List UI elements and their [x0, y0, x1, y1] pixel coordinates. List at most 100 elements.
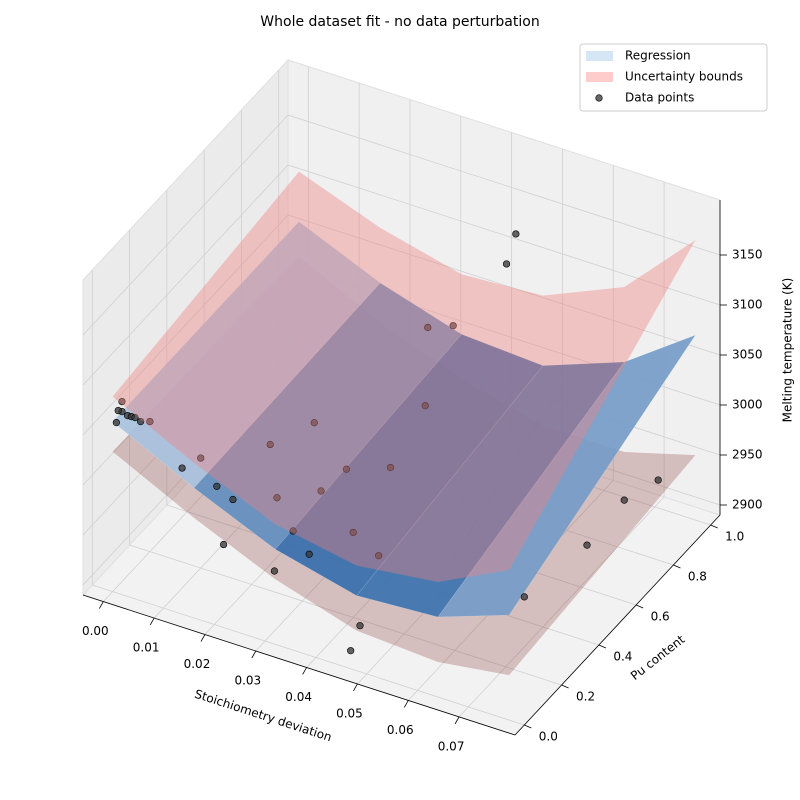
grid-line: [287, 164, 721, 306]
chart-title: Whole dataset fit - no data perturbation: [260, 14, 539, 30]
y-tick: [635, 604, 644, 609]
legend-label: Data points: [625, 91, 694, 105]
surfaces: [112, 221, 697, 676]
z-tick-label: 3000: [732, 398, 763, 412]
x-tick-label: 0.01: [133, 641, 160, 655]
grid-line: [82, 214, 289, 436]
surface-patch: [437, 452, 696, 676]
z-tick-label: 3100: [732, 298, 763, 312]
data-point: [449, 322, 457, 330]
data-point: [386, 463, 395, 472]
grid-line: [287, 214, 721, 356]
x-tick-label: 0.02: [184, 657, 211, 671]
y-tick: [598, 644, 607, 649]
data-point: [146, 417, 154, 426]
grid-line: [458, 496, 665, 718]
data-point: [512, 230, 520, 238]
data-point: [118, 397, 126, 406]
data-point: [137, 417, 145, 426]
data-point: [273, 494, 281, 502]
legend-swatch: [586, 72, 613, 82]
z-axis-label: Melting temperature (K): [781, 278, 795, 423]
z-tick-label: 3150: [732, 248, 763, 262]
grid-line: [287, 114, 721, 256]
data-point: [349, 528, 357, 537]
data-point: [114, 406, 122, 415]
y-tick-label: 0.2: [576, 690, 595, 704]
grid-line: [82, 164, 289, 386]
surface-patch: [112, 171, 381, 463]
surface-patch: [356, 287, 625, 582]
legend: Regression Uncertainty bounds Data points: [579, 43, 768, 112]
axis-line: [82, 594, 516, 736]
y-tick-label: 1.0: [725, 530, 744, 544]
data-point: [424, 323, 432, 332]
axis-line: [514, 514, 721, 736]
y-tick-label: 0.0: [539, 730, 558, 744]
x-axis-label: Stoichiometry deviation: [193, 687, 334, 745]
data-point: [270, 567, 279, 575]
data-point: [131, 413, 139, 422]
data-point: [289, 527, 297, 535]
y-axis-label: Pu content: [628, 632, 688, 683]
y-tick-label: 0.4: [613, 650, 632, 664]
upper: [112, 171, 696, 582]
x-tick-label: 0.04: [285, 690, 312, 704]
z-tick-label: 2950: [732, 448, 763, 462]
y-tick: [673, 564, 681, 569]
x-tick: [98, 601, 104, 609]
grid-line: [129, 544, 562, 686]
data-point: [178, 464, 186, 472]
x-tick: [454, 716, 460, 725]
data-point: [342, 465, 351, 473]
legend-marker: [595, 94, 603, 102]
data-point: [317, 487, 325, 495]
ticks: 0.00 0.01 0.02 0.03 0.04 0.05 0.06 0.07 0.0 0.2 0.…: [82, 200, 763, 753]
y-tick: [561, 684, 569, 689]
data-point: [421, 402, 429, 410]
x-tick: [200, 634, 206, 642]
data-point: [583, 541, 591, 549]
z-tick-label: 3050: [732, 348, 763, 362]
data-point: [197, 454, 205, 462]
legend-label: Uncertainty bounds: [625, 70, 743, 84]
data-point: [502, 260, 511, 268]
data-point: [112, 418, 120, 427]
data-point: [213, 482, 221, 490]
data-point: [310, 419, 318, 427]
surface-patch: [437, 334, 697, 618]
data-point: [520, 593, 528, 601]
data-point: [620, 496, 628, 504]
surface-patch: [437, 240, 696, 582]
legend-label: Regression: [625, 49, 691, 63]
y-tick: [710, 524, 718, 529]
y-tick: [524, 724, 532, 729]
x-tick-label: 0.05: [336, 706, 363, 720]
x-tick: [302, 667, 307, 675]
data-point: [347, 647, 355, 655]
x-tick: [149, 617, 155, 626]
x-tick: [353, 683, 358, 692]
data-point: [305, 550, 313, 558]
data-point: [356, 622, 364, 630]
data-point: [266, 440, 274, 449]
grid-line: [92, 584, 525, 726]
data-point: [654, 476, 662, 484]
y-tick-label: 0.6: [651, 610, 670, 624]
legend-box: [579, 43, 768, 112]
x-tick-label: 0.00: [82, 624, 109, 638]
grid-line: [82, 114, 289, 336]
x-tick: [403, 700, 409, 708]
surface-patch: [275, 274, 543, 566]
data-point: [220, 540, 228, 549]
data-point: [375, 552, 383, 560]
data-point: [229, 495, 237, 504]
x-tick-label: 0.03: [234, 674, 261, 688]
legend-swatch: [586, 51, 613, 61]
y-tick-label: 0.8: [688, 570, 707, 584]
z-tick-label: 2900: [732, 498, 763, 512]
x-tick: [251, 650, 257, 659]
x-tick-label: 0.06: [387, 723, 414, 737]
surface-patch: [194, 227, 462, 525]
